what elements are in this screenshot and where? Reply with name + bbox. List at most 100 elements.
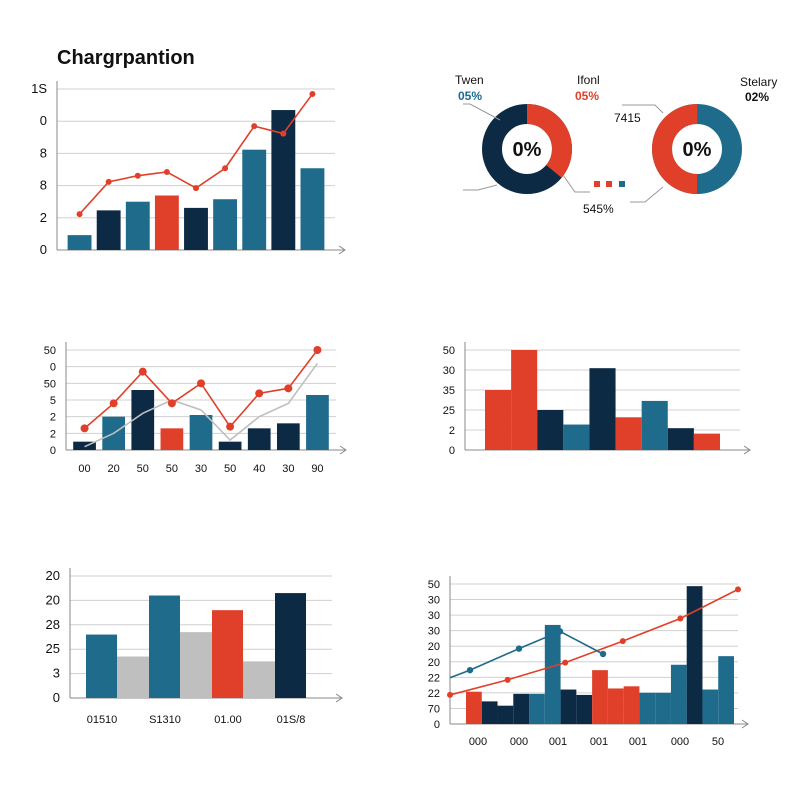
chart6-bar (655, 692, 671, 724)
chart1-y-tick-label: 8 (40, 145, 47, 160)
chart3-x-tick-label: 30 (195, 463, 207, 475)
donut2-callout: 545% (583, 202, 614, 216)
chart4-y-tick-label: 0 (449, 445, 455, 457)
chart6-x-tick-label: 50 (712, 736, 724, 748)
chart5-y-tick-label: 3 (53, 666, 60, 681)
donut1-value-left: 05% (458, 89, 482, 103)
chart6-red-line-point (504, 676, 511, 683)
chart1-bar (184, 207, 208, 250)
chart6-bar (529, 693, 545, 724)
chart1-y-tick-label: 1S (31, 81, 47, 96)
chart6-x-tick-label: 001 (590, 736, 608, 748)
donut2-leader-line (630, 186, 664, 203)
chart6-bar (592, 670, 608, 724)
chart6-bar (623, 686, 640, 724)
chart3-x-axis-arrow (339, 445, 347, 455)
chart3-x-tick-label: 40 (253, 463, 265, 475)
chart4-x-axis-arrow (743, 445, 751, 455)
chart5-x-axis-arrow (335, 693, 343, 703)
chart4-y-tick-label: 25 (443, 405, 455, 417)
chart1-bar (213, 199, 238, 250)
chart6-y-tick-label: 20 (428, 657, 440, 669)
chart4-bar (537, 410, 564, 450)
donut1-label-right: Ifonl (577, 73, 600, 87)
chart6-red-line-point (447, 691, 453, 698)
chart3-bar (189, 415, 213, 450)
chart5-y-tick-label: 25 (46, 641, 60, 656)
chart4-bar (615, 417, 642, 450)
chart6-y-tick-label: 70 (428, 703, 440, 715)
chart1-line-point (76, 211, 83, 218)
donut2-leader-line (622, 104, 664, 114)
chart5-y-tick-label: 0 (53, 690, 60, 705)
chart3-bar (276, 423, 300, 450)
chart1-y-tick-label: 2 (40, 210, 47, 225)
chart3-bar (160, 428, 184, 450)
chart1-line-point (309, 90, 316, 97)
chart5-x-tick-label: 01S/8 (277, 714, 306, 726)
chart3-x-tick-label: 50 (166, 463, 178, 475)
chart4-bar (641, 400, 668, 450)
chart3-line-point (226, 422, 235, 431)
chart4-y-tick-label: 35 (443, 385, 455, 397)
chart4-bar (511, 350, 538, 450)
chart3-line-point (284, 384, 293, 393)
chart6-x-tick-label: 000 (510, 736, 528, 748)
chart6-y-tick-label: 30 (428, 626, 440, 638)
chart5-back-bar (240, 661, 276, 698)
chart3-x-tick-label: 30 (282, 463, 294, 475)
chart3-line-point (197, 379, 205, 388)
chart6-x-tick-label: 001 (549, 736, 567, 748)
chart6-bar (513, 693, 530, 724)
chart6-teal-line-point (556, 628, 564, 635)
chart6-y-tick-label: 50 (428, 579, 440, 591)
chart1-line-point (222, 165, 229, 172)
chart6-bar (686, 586, 703, 724)
chart3-x-tick-label: 90 (311, 463, 323, 475)
chart1-line-point (193, 185, 199, 192)
chart6-x-tick-label: 001 (629, 736, 647, 748)
chart4-bar (693, 433, 720, 450)
chart6-bar (718, 656, 734, 724)
legend-swatch-red (606, 181, 612, 187)
chart3-x-tick-label: 50 (224, 463, 236, 475)
chart4-bar (563, 424, 590, 450)
chart4-y-tick-label: 50 (443, 345, 455, 357)
chart4-bar (485, 390, 512, 450)
chart6-red-line-point (677, 615, 684, 622)
chart5-y-tick-label: 28 (46, 617, 60, 632)
chart6-bar (497, 705, 514, 724)
chart3-line-point (109, 399, 118, 408)
chart1-y-tick-label: 0 (40, 242, 47, 257)
chart6-y-tick-label: 22 (428, 688, 440, 700)
donut1-label-left: Twen (455, 73, 484, 87)
chart1-bar (125, 201, 150, 250)
chart1-title: Chargrpantion (57, 47, 195, 69)
chart6-teal-line-point (515, 645, 523, 652)
chart1-line-point (134, 172, 141, 179)
chart6-y-tick-label: 22 (428, 672, 440, 684)
chart1-line-point (163, 168, 170, 175)
chart3-x-tick-label: 50 (137, 463, 149, 475)
chart1-bar (271, 110, 296, 250)
chart6-x-axis-arrow (741, 719, 749, 729)
chart3-y-tick-label: 50 (44, 345, 56, 357)
chart6-y-tick-label: 30 (428, 595, 440, 607)
chart3-bar (131, 390, 155, 450)
chart6-bar (702, 689, 719, 724)
donut2-center-label: 0% (683, 139, 712, 161)
chart5-x-tick-label: 01.00 (214, 714, 242, 726)
chart6-red-line-point (619, 638, 626, 645)
chart1-bar (96, 210, 121, 250)
chart3-y-tick-label: 2 (50, 412, 56, 424)
chart1-bar (67, 235, 92, 250)
chart3-line-point (80, 424, 89, 433)
chart5-bar (275, 593, 306, 698)
chart6-bar (466, 691, 482, 724)
chart6-bar (560, 689, 577, 724)
chart1-x-axis-arrow (338, 245, 346, 255)
chart3-line-point (255, 389, 264, 398)
chart6-red-line-point (735, 586, 741, 593)
donut1-leader-line (562, 174, 590, 193)
chart1-bar (154, 195, 179, 250)
